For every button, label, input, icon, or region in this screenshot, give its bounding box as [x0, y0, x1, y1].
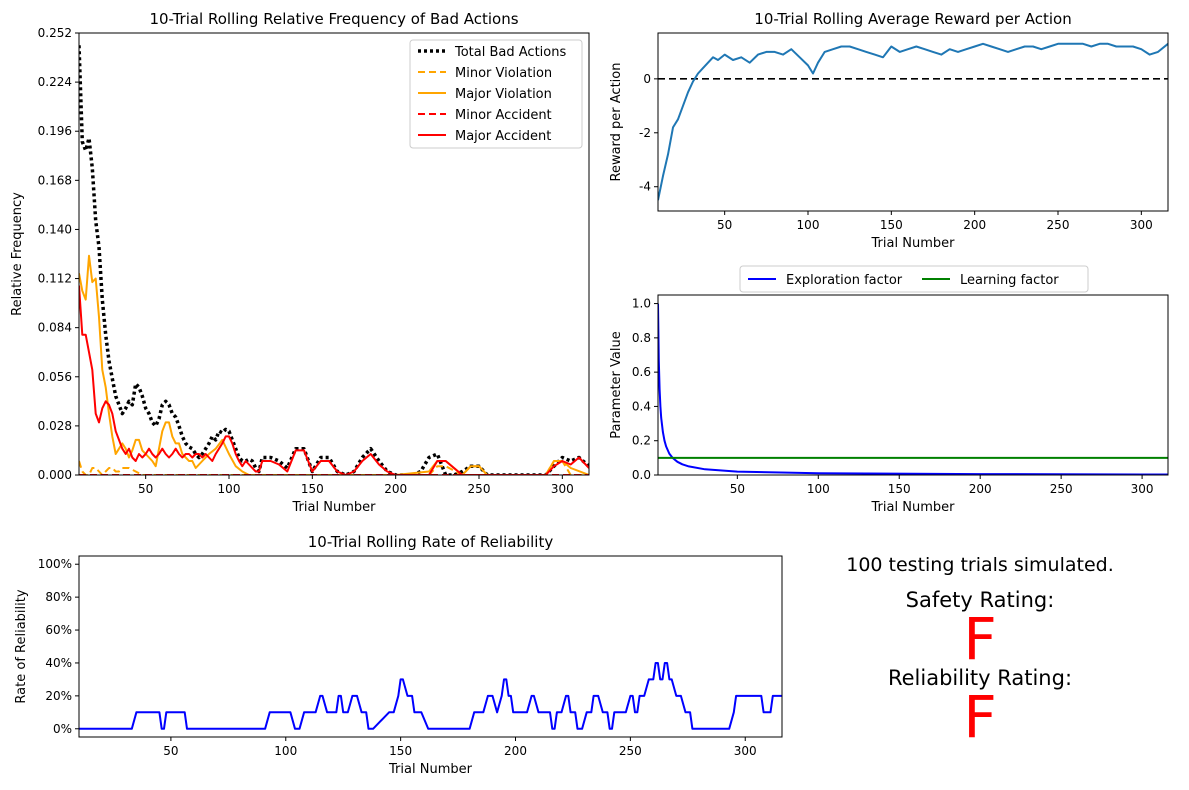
x-tick-label: 100: [274, 744, 297, 758]
x-tick-label: 250: [1050, 482, 1073, 496]
chart-title: 10-Trial Rolling Relative Frequency of B…: [149, 10, 518, 28]
chart-0: 50 100 150 200 250 300 0.000 0.028 0.056 0.084 0.1…: [10, 10, 590, 515]
series-line-major-accident: [79, 285, 589, 475]
y-tick-label: 0.196: [38, 124, 72, 138]
x-tick-label: 150: [389, 744, 412, 758]
x-tick-label: 100: [218, 482, 241, 496]
x-tick-label: 150: [888, 482, 911, 496]
x-axis-label: Trial Number: [388, 762, 473, 777]
y-tick-label: 0%: [53, 722, 72, 736]
y-tick-label: 0.000: [38, 468, 72, 482]
y-tick-label: 0.028: [38, 419, 72, 433]
y-tick-label: 0.224: [38, 75, 72, 89]
legend-label: Major Violation: [455, 87, 552, 102]
legend-label: Learning factor: [960, 273, 1059, 288]
chart-title: 10-Trial Rolling Rate of Reliability: [308, 533, 554, 551]
y-tick-label: 0.6: [632, 365, 651, 379]
legend-label: Minor Accident: [455, 108, 552, 123]
y-axis-label: Relative Frequency: [10, 192, 25, 316]
series-line-exploration-factor: [658, 303, 1168, 475]
x-tick-label: 50: [138, 482, 153, 496]
y-tick-label: 0.084: [38, 321, 72, 335]
x-tick-label: 200: [963, 218, 986, 232]
x-tick-label: 100: [807, 482, 830, 496]
testing-trials-text: 100 testing trials simulated.: [846, 554, 1114, 576]
plot-frame: [78, 555, 783, 738]
safety-rating-label: Safety Rating:: [905, 588, 1055, 612]
y-axis-label: Rate of Reliability: [14, 589, 29, 703]
legend-label: Exploration factor: [786, 273, 903, 288]
y-tick-label: 100%: [38, 557, 72, 571]
reliability-rating-label: Reliability Rating:: [887, 666, 1073, 690]
x-tick-label: 250: [1047, 218, 1070, 232]
y-tick-label: 0.252: [38, 26, 72, 40]
series-line-total-bad-actions: [79, 45, 589, 475]
series-line-line-0: [79, 662, 782, 730]
y-tick-label: 0.140: [38, 222, 72, 236]
legend-box: [739, 265, 1089, 293]
y-tick-label: -4: [639, 180, 651, 194]
series-group: [79, 662, 782, 730]
y-tick-label: 0: [643, 72, 651, 86]
x-tick-label: 150: [880, 218, 903, 232]
legend-label: Major Accident: [455, 129, 551, 144]
y-tick-label: 1.0: [632, 297, 651, 311]
series-group: [658, 42, 1168, 201]
series-line-minor-violation: [79, 460, 589, 475]
x-axis-label: Trial Number: [871, 236, 956, 251]
x-tick-label: 200: [504, 744, 527, 758]
legend-bad-actions: Total Bad Actions Minor Violation Major Vi…: [409, 39, 583, 149]
chart-title: 10-Trial Rolling Average Reward per Acti…: [754, 10, 1071, 28]
x-tick-label: 300: [1131, 482, 1154, 496]
y-tick-label: 0.168: [38, 173, 72, 187]
plot-frame: [657, 32, 1169, 212]
x-tick-label: 300: [734, 744, 757, 758]
y-tick-label: 0.4: [632, 399, 651, 413]
y-tick-label: 20%: [45, 689, 72, 703]
x-tick-label: 200: [384, 482, 407, 496]
y-tick-label: 0.056: [38, 370, 72, 384]
chart-1: 50 100 150 200 250 300 -4 -2 0 10-Trial Rolling A…: [609, 10, 1169, 251]
chart-3: 50 100 150 200 250 300 0% 20% 40% 60% 80% 100% 10-Tr…: [14, 533, 783, 777]
y-tick-label: -2: [639, 126, 651, 140]
chart-2: 50 100 150 200 250 300 0.0 0.2 0.4 0.6 0.8 1.0 Trial…: [609, 294, 1169, 515]
y-tick-label: 60%: [45, 623, 72, 637]
plot-frame: [78, 32, 590, 476]
x-tick-label: 50: [730, 482, 745, 496]
x-tick-label: 300: [551, 482, 574, 496]
x-tick-label: 50: [717, 218, 732, 232]
y-tick-label: 0.2: [632, 434, 651, 448]
series-line-major-violation: [79, 254, 589, 475]
series-line-line-0: [658, 42, 1168, 201]
legend-box: [409, 39, 583, 149]
x-tick-label: 250: [619, 744, 642, 758]
series-group: [79, 45, 589, 475]
y-tick-label: 40%: [45, 656, 72, 670]
legend-parameters: Exploration factor Learning factor: [739, 265, 1089, 293]
y-axis-label: Parameter Value: [609, 331, 624, 438]
legend-label: Total Bad Actions: [454, 45, 566, 60]
series-group: [658, 303, 1168, 475]
x-tick-label: 100: [797, 218, 820, 232]
y-tick-label: 80%: [45, 590, 72, 604]
x-tick-label: 300: [1130, 218, 1153, 232]
x-axis-label: Trial Number: [871, 500, 956, 515]
reliability-rating-grade: F: [963, 683, 997, 751]
y-tick-label: 0.112: [38, 272, 72, 286]
safety-rating-grade: F: [963, 605, 997, 673]
x-tick-label: 50: [163, 744, 178, 758]
y-tick-label: 0.8: [632, 331, 651, 345]
x-tick-label: 250: [468, 482, 491, 496]
y-axis-label: Reward per Action: [609, 63, 624, 182]
plot-frame: [657, 294, 1169, 476]
x-axis-label: Trial Number: [292, 500, 377, 515]
rating-summary: 100 testing trials simulated. Safety Rat…: [790, 540, 1170, 780]
x-tick-label: 200: [969, 482, 992, 496]
legend-label: Minor Violation: [455, 66, 552, 81]
x-tick-label: 150: [301, 482, 324, 496]
y-tick-label: 0.0: [632, 468, 651, 482]
